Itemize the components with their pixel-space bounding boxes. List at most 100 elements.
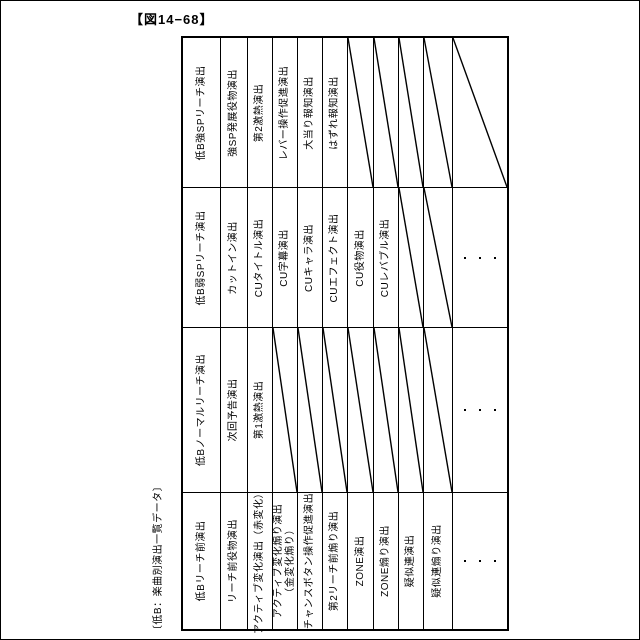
table-cell: アクティブ変化演出（赤変化） [248, 488, 273, 634]
cell-text: CUエフェクト演出 [329, 213, 340, 302]
table-cell: 第2リーチ前煽り演出 [323, 493, 348, 629]
table-cell: CUタイトル演出 [248, 188, 273, 328]
cell-text: 第2激熱演出 [254, 83, 265, 142]
table-cell: ZONE煽り演出 [374, 493, 399, 629]
ellipsis-dot [479, 560, 481, 562]
cell-text: 低B強SPリーチ演出 [195, 64, 207, 161]
cell-text: 疑似連演出 [405, 534, 416, 588]
table-cell: 第2激熱演出 [248, 38, 273, 188]
empty-diagonal-cell [453, 38, 507, 188]
row-header-cell: 低Bリーチ前演出 [183, 493, 221, 629]
table-cell: CU字幕演出 [273, 188, 298, 328]
row-low-b-before-reach: 低Bリーチ前演出 リーチ前役物演出 アクティブ変化演出（赤変化） アクティブ変化煽り演… [183, 488, 507, 634]
cell-text: CUタイトル演出 [254, 218, 265, 297]
diagonal-line [374, 328, 398, 492]
cell-text: リーチ前役物演出 [228, 519, 239, 603]
ellipsis-dot [494, 560, 496, 562]
row-low-b-normal-reach: 低Bノーマルリーチ演出 次回予告演出 第1激熱演出 [183, 328, 507, 493]
cell-text: 低Bリーチ前演出 [195, 520, 207, 602]
table-cell: レバー操作促進演出 [273, 38, 298, 188]
cell-text: チャンスボタン操作促進演出 [304, 492, 315, 630]
table-cell: カットイン演出 [221, 188, 248, 328]
cell-text: 大当り報知演出 [304, 75, 315, 150]
empty-diagonal-cell [323, 328, 348, 493]
cell-text: CU役物演出 [354, 228, 366, 287]
cell-text: はずれ報知演出 [329, 75, 340, 150]
cell-text: ZONE演出 [354, 535, 366, 587]
empty-diagonal-cell [424, 38, 453, 188]
cell-text: カットイン演出 [228, 220, 239, 295]
cell-text: ZONE煽り演出 [380, 525, 391, 597]
performance-list-table: 低B強SPリーチ演出 強SP発展役物演出 第2激熱演出 レバー操作促進演出 大当り報知演… [181, 36, 509, 634]
row-low-b-weak-sp-reach: 低B弱SPリーチ演出 カットイン演出 CUタイトル演出 CU字幕演出 CUキャラ演出 CU… [183, 188, 507, 328]
cell-text: 第1激熱演出 [254, 380, 265, 440]
cell-text: CU字幕演出 [279, 228, 290, 287]
diagonal-line [424, 188, 452, 327]
ellipsis-dot [494, 409, 496, 411]
table-cell: リーチ前役物演出 [221, 493, 248, 629]
ellipsis-cell [453, 328, 507, 493]
diagonal-line [273, 328, 297, 492]
cell-text: 疑似連煽り演出 [432, 524, 443, 598]
table-caption-text: 〔低B：楽曲別演出一覧データ〕 [153, 480, 164, 636]
diagonal-line [298, 328, 322, 492]
empty-diagonal-cell [374, 38, 399, 188]
empty-diagonal-cell [348, 38, 374, 188]
ellipsis-cell [453, 493, 507, 629]
empty-diagonal-cell [273, 328, 298, 493]
table-cell: はずれ報知演出 [323, 38, 348, 188]
cell-text: CUキャラ演出 [304, 223, 315, 292]
row-low-b-strong-sp-reach: 低B強SPリーチ演出 強SP発展役物演出 第2激熱演出 レバー操作促進演出 大当り報知演… [183, 38, 507, 188]
diagonal-line [399, 328, 423, 492]
empty-diagonal-cell [399, 188, 424, 328]
diagonal-line [374, 38, 398, 187]
ellipsis-dot [479, 256, 481, 259]
empty-diagonal-cell [424, 188, 453, 328]
table-cell: チャンスボタン操作促進演出 [298, 493, 323, 629]
ellipsis-dot [464, 256, 466, 259]
table-cell: アクティブ変化煽り演出 （金変化煽り） [273, 493, 298, 629]
diagonal-line [399, 188, 423, 327]
table-cell: 疑似連演出 [399, 493, 424, 629]
cell-text: レバー操作促進演出 [279, 65, 290, 160]
table-cell: 強SP発展役物演出 [221, 38, 248, 188]
table-cell: 疑似連煽り演出 [424, 493, 453, 629]
empty-diagonal-cell [399, 328, 424, 493]
table-cell: 大当り報知演出 [298, 38, 323, 188]
table-cell: CUキャラ演出 [298, 188, 323, 328]
table-cell: ZONE演出 [348, 493, 374, 629]
empty-diagonal-cell [374, 328, 399, 493]
cell-text: 低B弱SPリーチ演出 [195, 209, 207, 306]
cell-text: 低Bノーマルリーチ演出 [195, 353, 207, 467]
row-header-cell: 低B弱SPリーチ演出 [183, 188, 221, 328]
empty-diagonal-cell [424, 328, 453, 493]
figure-title: 【図14−68】 [130, 12, 214, 27]
ellipsis-dot [464, 409, 466, 411]
cell-text: 強SP発展役物演出 [228, 68, 239, 157]
table-caption: 〔低B：楽曲別演出一覧データ〕 [143, 480, 175, 636]
cell-text: 第2リーチ前煽り演出 [329, 510, 340, 612]
table-cell: 第1激熱演出 [248, 328, 273, 493]
table-cell: CUエフェクト演出 [323, 188, 348, 328]
cell-text: CUレバブル演出 [380, 218, 391, 297]
diagonal-line [424, 38, 452, 187]
empty-diagonal-cell [399, 38, 424, 188]
row-header-cell: 低Bノーマルリーチ演出 [183, 328, 221, 493]
empty-diagonal-cell [348, 328, 374, 493]
diagonal-line [424, 328, 452, 492]
table-cell: 次回予告演出 [221, 328, 248, 493]
ellipsis-dot [494, 256, 496, 259]
row-header-cell: 低B強SPリーチ演出 [183, 38, 221, 188]
ellipsis-dot [479, 409, 481, 411]
diagonal-line [348, 328, 373, 492]
empty-diagonal-cell [298, 328, 323, 493]
cell-text: 次回予告演出 [228, 378, 239, 442]
diagonal-line [399, 38, 423, 187]
table-cell: CU役物演出 [348, 188, 374, 328]
table-cell: CUレバブル演出 [374, 188, 399, 328]
cell-text: アクティブ変化煽り演出 （金変化煽り） [273, 503, 296, 619]
diagonal-line [323, 328, 347, 492]
diagonal-line [453, 38, 507, 187]
ellipsis-cell [453, 188, 507, 328]
cell-text: アクティブ変化演出（赤変化） [254, 488, 265, 634]
